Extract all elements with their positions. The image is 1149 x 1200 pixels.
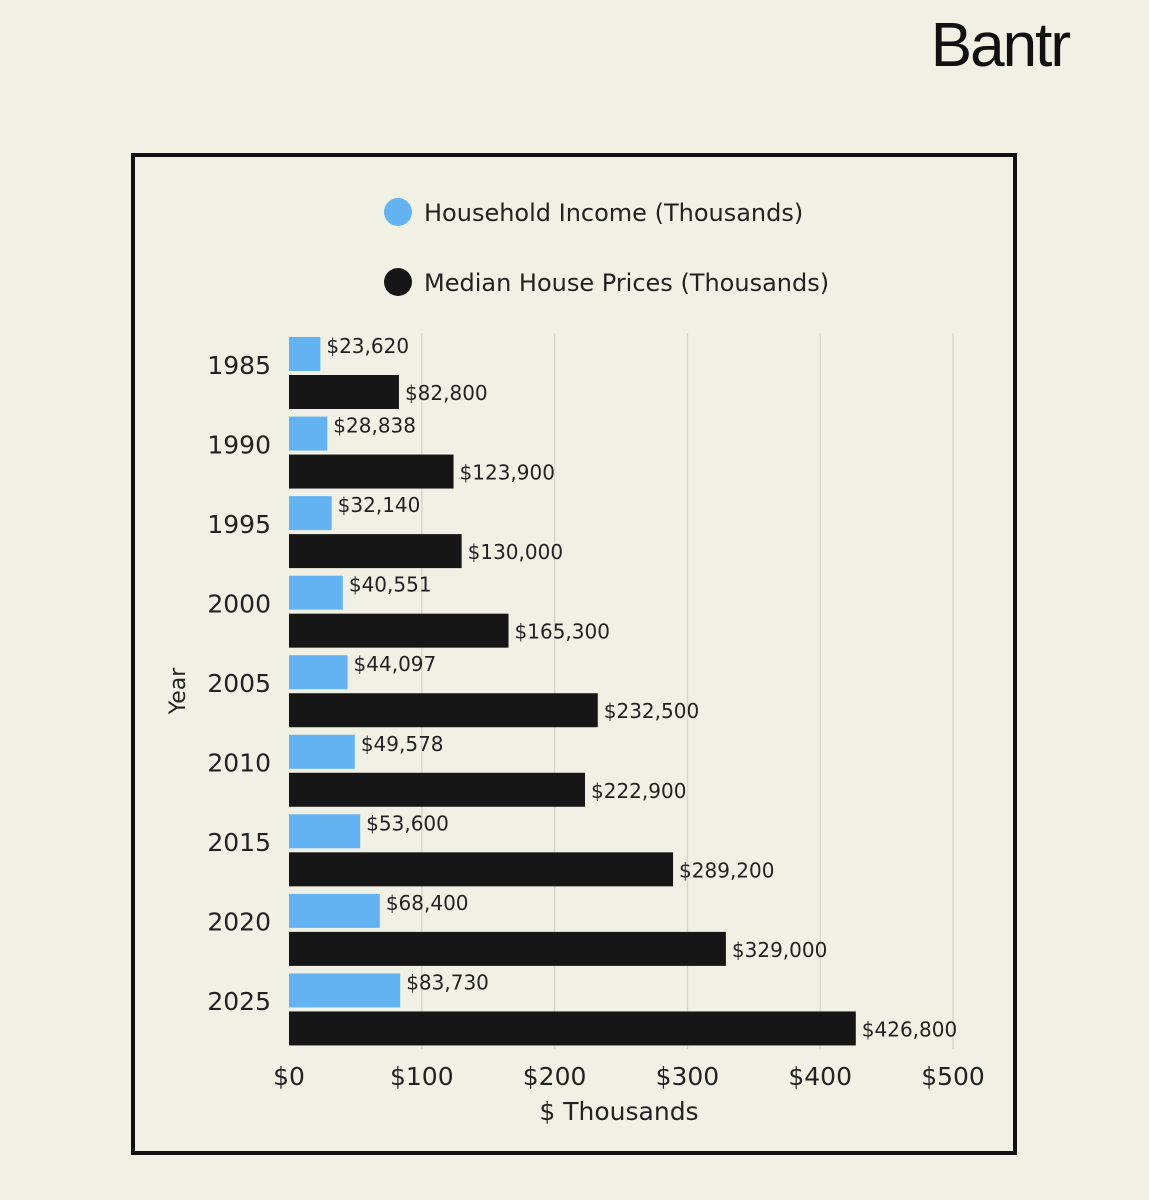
x-tick-label: $300 (656, 1062, 720, 1091)
y-axis-title: Year (166, 667, 191, 716)
grid-layer (421, 333, 954, 1049)
x-tick-label: $100 (390, 1062, 454, 1091)
income-bar (289, 734, 355, 769)
house-price-bar (289, 454, 454, 489)
bars (289, 337, 856, 1046)
data-label: $68,400 (386, 891, 469, 915)
data-label: $232,500 (604, 699, 699, 723)
chart-frame: Household Income (Thousands) Median House… (131, 153, 1017, 1155)
brand-logo: Bantr (930, 11, 1071, 80)
house-price-bar (289, 772, 586, 807)
data-label: $426,800 (862, 1017, 957, 1041)
y-tick-label: 2010 (207, 749, 271, 778)
legend-marker-icon (384, 198, 412, 226)
income-bar (289, 973, 401, 1008)
data-label: $123,900 (460, 461, 555, 485)
legend-marker-icon (384, 268, 412, 296)
data-label: $28,838 (333, 414, 416, 438)
x-tick-label: $0 (273, 1062, 305, 1091)
data-label: $44,097 (354, 652, 437, 676)
y-tick-label: 2000 (207, 589, 271, 618)
x-axis-title: $ Thousands (539, 1097, 698, 1126)
data-label: $165,300 (515, 620, 610, 644)
legend-label: Household Income (Thousands) (424, 199, 803, 227)
house-price-bar (289, 375, 399, 409)
data-label: $83,730 (406, 970, 489, 994)
house-price-bar (289, 534, 462, 569)
x-tick-label: $200 (523, 1062, 587, 1091)
y-tick-label: 2005 (207, 669, 271, 698)
data-label: $53,600 (366, 811, 449, 835)
x-tick-label: $500 (921, 1062, 985, 1091)
income-bar (289, 575, 343, 610)
data-label: $82,800 (405, 381, 488, 405)
income-bar (289, 893, 380, 928)
data-label: $130,000 (468, 540, 563, 564)
income-bar (289, 337, 321, 371)
data-label: $23,620 (326, 334, 409, 358)
data-label: $222,900 (591, 779, 686, 803)
chart-svg: Household Income (Thousands) Median House… (166, 198, 985, 1126)
house-price-bar (289, 613, 509, 648)
house-price-bar (289, 852, 674, 887)
house-price-bar (289, 1011, 856, 1046)
income-bar (289, 496, 332, 531)
y-tick-label: 1995 (207, 510, 271, 539)
legend-label: Median House Prices (Thousands) (424, 269, 829, 297)
legend: Household Income (Thousands) Median House… (384, 198, 829, 297)
x-tick-label: $400 (788, 1062, 852, 1091)
income-bar (289, 814, 361, 849)
income-bar (289, 416, 328, 451)
y-tick-label: 2025 (207, 987, 271, 1016)
income-bar (289, 655, 348, 690)
data-label: $32,140 (338, 493, 421, 517)
y-tick-label: 2020 (207, 908, 271, 937)
data-label: $40,551 (349, 573, 432, 597)
data-label: $289,200 (679, 858, 774, 882)
house-price-bar (289, 931, 726, 966)
y-tick-label: 2015 (207, 828, 271, 857)
y-tick-label: 1985 (207, 351, 271, 380)
house-price-bar (289, 693, 598, 728)
y-tick-label: 1990 (207, 430, 271, 459)
axes: 1985 1990 1995 2000 2005 2010 2015 2020 2025 $0 $1… (166, 351, 985, 1126)
data-labels: $23,620 $82,800 $28,838 $123,900 $32,140 $130… (326, 334, 957, 1041)
data-label: $49,578 (361, 732, 444, 756)
data-label: $329,000 (732, 938, 827, 962)
